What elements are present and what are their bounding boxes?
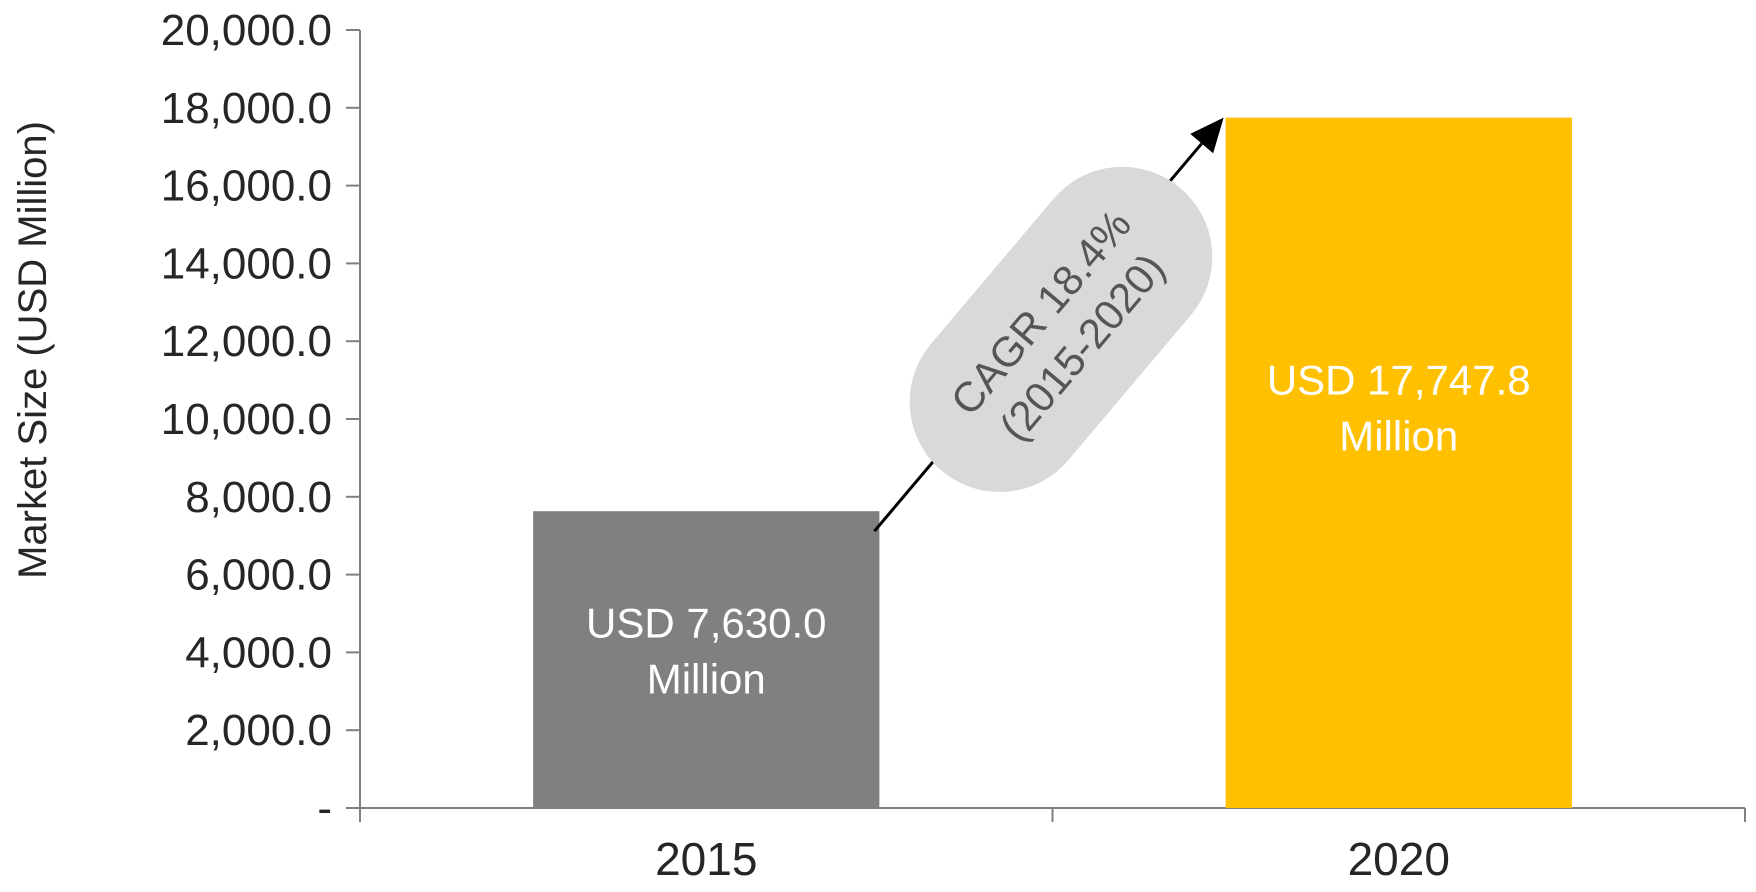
cagr-capsule: CAGR 18.4%(2015-2020) [909,166,1213,492]
y-tick-label: 18,000.0 [161,84,332,133]
y-tick-label: 16,000.0 [161,162,332,211]
cagr-capsule-shape [909,166,1213,492]
y-tick-label: 10,000.0 [161,395,332,444]
y-tick-label: 20,000.0 [161,6,332,55]
y-axis-label: Market Size (USD Million) [11,121,55,579]
y-tick-label: 8,000.0 [185,473,332,522]
y-tick-label: 2,000.0 [185,706,332,755]
y-tick-label: 14,000.0 [161,239,332,288]
x-tick-label: 2015 [655,833,757,885]
data-label: Million [1339,412,1458,459]
y-tick-label: - [317,784,332,833]
data-label: USD 7,630.0 [586,600,826,647]
cagr-arrow-head [1190,117,1224,154]
x-axis [359,807,1746,822]
y-tick-label: 12,000.0 [161,317,332,366]
y-tick-label: 6,000.0 [185,551,332,600]
data-label: Million [647,656,766,703]
y-axis-ticks: - 2,000.0 4,000.0 6,000.0 8,000.0 10,000.0 12,… [161,6,360,833]
bar-2015 [533,511,880,808]
y-tick-label: 4,000.0 [185,628,332,677]
data-label: USD 17,747.8 [1267,356,1531,403]
x-tick-label: 2020 [1348,833,1450,885]
bars: USD 7,630.0 Million USD 17,747.8 Million [533,117,1572,808]
bar-2020 [1225,117,1572,808]
x-axis-labels: 2015 2020 [655,833,1450,885]
cagr-annotation: CAGR 18.4%(2015-2020) [873,117,1224,533]
